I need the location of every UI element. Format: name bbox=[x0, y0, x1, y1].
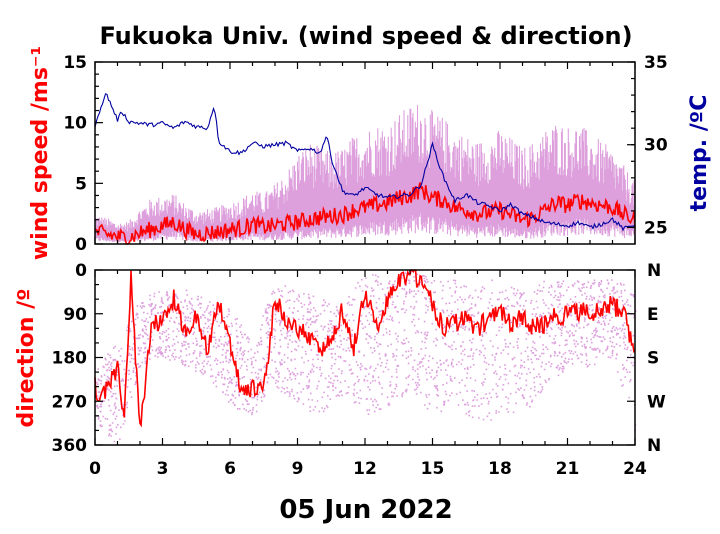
x-axis-label: 05 Jun 2022 bbox=[279, 495, 452, 525]
x-tick-label: 9 bbox=[292, 459, 304, 479]
axes-group: 0 5 10 15 25 30 35 0 90 180 270 360 N E S W N 0 3 6 9 12 15 18 2… bbox=[52, 53, 668, 479]
x-tick-label: 6 bbox=[224, 459, 236, 479]
top-y-tick-label: 10 bbox=[63, 114, 87, 134]
bottom-y-tick-label: 0 bbox=[75, 261, 87, 281]
x-tick-label: 21 bbox=[556, 459, 580, 479]
bottom-y-tick-label: 90 bbox=[63, 305, 87, 325]
top-y-axis-label: wind speed /ms⁻¹ bbox=[28, 46, 53, 260]
x-tick-label: 3 bbox=[157, 459, 169, 479]
bottom-y-axis-label: direction /º bbox=[14, 288, 39, 427]
compass-tick-label: N bbox=[647, 436, 661, 456]
temperature-line bbox=[94, 93, 636, 232]
bottom-y-tick-label: 180 bbox=[52, 349, 88, 369]
temperature-series bbox=[94, 93, 636, 232]
mean-direction-series bbox=[94, 269, 636, 428]
top-y2-tick-label: 30 bbox=[644, 136, 668, 156]
top-y2-axis-label: temp. /ºC bbox=[687, 95, 712, 212]
top-y-tick-label: 15 bbox=[63, 53, 87, 73]
top-y-tick-label: 5 bbox=[75, 174, 87, 194]
compass-tick-label: W bbox=[647, 392, 666, 412]
top-y2-tick-label: 25 bbox=[644, 218, 668, 238]
chart-title: Fukuoka Univ. (wind speed & direction) bbox=[99, 22, 632, 50]
mean-wind-line bbox=[94, 182, 636, 245]
mean-direction-line bbox=[94, 269, 636, 428]
compass-tick-label: E bbox=[647, 305, 659, 325]
compass-tick-label: N bbox=[647, 261, 661, 281]
x-tick-label: 18 bbox=[488, 459, 512, 479]
x-tick-label: 15 bbox=[421, 459, 445, 479]
compass-tick-label: S bbox=[647, 349, 659, 369]
top-y2-tick-label: 35 bbox=[644, 53, 668, 73]
bottom-y-tick-label: 270 bbox=[52, 392, 88, 412]
mean-wind-series bbox=[94, 182, 636, 245]
x-tick-label: 0 bbox=[89, 459, 101, 479]
bottom-y-tick-label: 360 bbox=[52, 436, 88, 456]
x-tick-label: 24 bbox=[623, 459, 647, 479]
x-tick-label: 12 bbox=[353, 459, 377, 479]
top-y-tick-label: 0 bbox=[75, 235, 87, 255]
